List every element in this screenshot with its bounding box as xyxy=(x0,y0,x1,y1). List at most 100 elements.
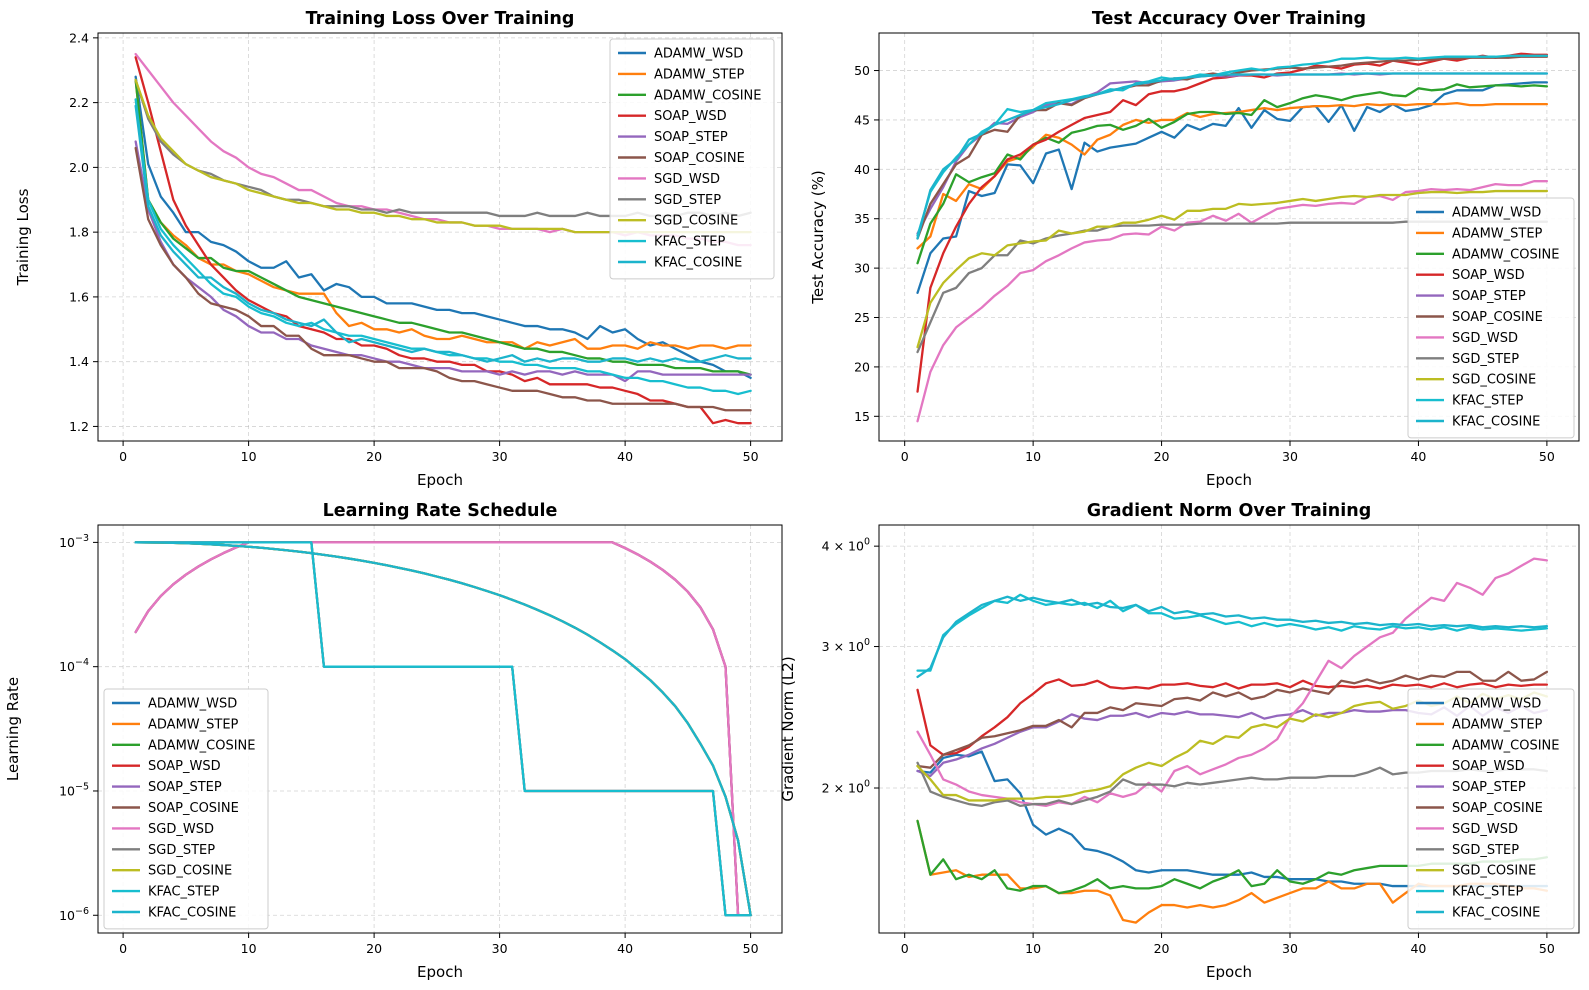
legend-label-kfac-step: KFAC_STEP xyxy=(148,885,219,900)
legend-label-soap-wsd: SOAP_WSD xyxy=(1452,759,1525,774)
x-axis-label: Epoch xyxy=(417,963,463,981)
x-axis-label: Epoch xyxy=(1206,471,1252,489)
axes-frame xyxy=(878,524,1580,934)
x-tick-label: 0 xyxy=(119,449,127,464)
series-line-adamw-cosine xyxy=(134,78,752,376)
x-tick-label: 10 xyxy=(1025,941,1041,956)
x-tick-label: 20 xyxy=(1154,449,1170,464)
y-tick-label: 10−4 xyxy=(59,657,89,674)
legend-label-sgd-wsd: SGD_WSD xyxy=(654,172,720,187)
legend-box xyxy=(103,688,269,930)
chart-panel-gradient-norm-over-training: 0 10 20 30 40 50 2 × 100 3 × 100 4 × 100 Gradient… xyxy=(779,501,1580,981)
axes-frame xyxy=(97,524,783,934)
legend-label-sgd-step: SGD_STEP xyxy=(1452,843,1519,858)
legend-label-adamw-cosine: ADAMW_COSINE xyxy=(148,738,255,753)
series-line-soap-wsd xyxy=(916,678,1549,756)
legend-label-sgd-cosine: SGD_COSINE xyxy=(1452,864,1536,879)
x-tick-label: 0 xyxy=(901,449,909,464)
y-tick-label: 20 xyxy=(854,359,870,374)
series-line-adamw-cosine xyxy=(916,83,1549,265)
legend-label-soap-step: SOAP_STEP xyxy=(148,780,222,795)
series-group xyxy=(134,541,752,917)
legend-label-soap-wsd: SOAP_WSD xyxy=(148,759,221,774)
legend-label-soap-cosine: SOAP_COSINE xyxy=(1452,310,1543,325)
legend-label-soap-step: SOAP_STEP xyxy=(1452,780,1526,795)
x-tick-label: 20 xyxy=(366,449,382,464)
y-tick-label: 3 × 100 xyxy=(822,637,870,654)
legend-label-soap-cosine: SOAP_COSINE xyxy=(654,151,745,166)
y-axis-label: Gradient Norm (L2) xyxy=(779,656,797,801)
legend-label-soap-wsd: SOAP_WSD xyxy=(654,109,727,124)
legend-label-kfac-cosine: KFAC_COSINE xyxy=(1452,415,1540,430)
y-tick-label: 30 xyxy=(854,261,870,276)
legend-label-kfac-cosine: KFAC_COSINE xyxy=(1452,906,1540,921)
y-tick-label: 50 xyxy=(854,63,870,78)
x-tick-label: 30 xyxy=(492,941,508,956)
x-tick-label: 0 xyxy=(901,941,909,956)
legend-label-adamw-cosine: ADAMW_COSINE xyxy=(1452,247,1559,262)
chart-title: Training Loss Over Training xyxy=(306,9,575,29)
legend-label-adamw-step: ADAMW_STEP xyxy=(654,67,745,82)
x-tick-label: 20 xyxy=(1154,941,1170,956)
x-axis-label: Epoch xyxy=(417,471,463,489)
x-tick-label: 10 xyxy=(241,941,257,956)
y-tick-label: 2 × 100 xyxy=(822,779,870,796)
series-line-soap-cosine xyxy=(916,670,1549,769)
series-line-kfac-cosine xyxy=(134,104,752,363)
axes-frame xyxy=(878,32,1580,442)
series-line-soap-step xyxy=(134,140,752,383)
legend-box xyxy=(1407,197,1575,439)
x-tick-label: 50 xyxy=(1539,449,1555,464)
y-axis-label: Training Loss xyxy=(14,188,32,286)
series-line-kfac-cosine xyxy=(916,72,1549,240)
y-axis-label: Test Accuracy (%) xyxy=(809,170,827,305)
y-tick-label: 1.4 xyxy=(69,354,89,369)
x-tick-label: 30 xyxy=(1282,941,1298,956)
y-tick-label: 2.0 xyxy=(69,160,89,175)
legend-label-sgd-wsd: SGD_WSD xyxy=(148,822,214,837)
x-tick-label: 50 xyxy=(743,449,759,464)
legend-label-adamw-wsd: ADAMW_WSD xyxy=(1452,206,1541,221)
series-line-kfac-step xyxy=(916,593,1549,672)
legend-label-adamw-step: ADAMW_STEP xyxy=(148,717,239,732)
y-tick-label: 2.2 xyxy=(69,95,89,110)
x-tick-label: 30 xyxy=(1282,449,1298,464)
chart-panel-test-accuracy-over-training: 0 10 20 30 40 50 15 20 25 30 35 40 45 50 Test Accuracy… xyxy=(809,9,1580,489)
x-tick-label: 20 xyxy=(366,941,382,956)
legend-label-adamw-cosine: ADAMW_COSINE xyxy=(654,88,761,103)
x-tick-label: 0 xyxy=(119,941,127,956)
series-line-kfac-step xyxy=(916,54,1549,237)
y-tick-label: 25 xyxy=(854,310,870,325)
series-line-adamw-wsd xyxy=(916,81,1549,294)
chart-title: Learning Rate Schedule xyxy=(323,501,558,521)
series-line-kfac-cosine xyxy=(134,541,752,917)
legend: ADAMW_WSD ADAMW_STEP ADAMW_COSINE SOAP_WSD S… xyxy=(1407,688,1575,930)
x-tick-label: 50 xyxy=(1539,941,1555,956)
legend-label-adamw-step: ADAMW_STEP xyxy=(1452,717,1543,732)
y-tick-label: 15 xyxy=(854,409,870,424)
y-tick-label: 10−5 xyxy=(59,781,89,798)
legend-label-sgd-wsd: SGD_WSD xyxy=(1452,822,1518,837)
legend-label-sgd-cosine: SGD_COSINE xyxy=(654,214,738,229)
y-tick-label: 4 × 100 xyxy=(822,537,870,554)
legend-label-kfac-cosine: KFAC_COSINE xyxy=(654,256,742,271)
legend-label-kfac-cosine: KFAC_COSINE xyxy=(148,906,236,921)
chart-panel-learning-rate-schedule: 0 10 20 30 40 50 10−6 10−5 10−4 10−3 Learning Rate… xyxy=(4,501,783,981)
legend-label-sgd-step: SGD_STEP xyxy=(148,843,215,858)
series-line-kfac-step xyxy=(134,541,752,917)
legend-label-sgd-cosine: SGD_COSINE xyxy=(1452,373,1536,388)
y-tick-label: 35 xyxy=(854,211,870,226)
legend-label-adamw-cosine: ADAMW_COSINE xyxy=(1452,738,1559,753)
x-tick-label: 40 xyxy=(617,449,633,464)
legend-box xyxy=(609,38,775,280)
legend-label-kfac-step: KFAC_STEP xyxy=(1452,885,1523,900)
y-tick-label: 40 xyxy=(854,162,870,177)
x-tick-label: 10 xyxy=(1025,449,1041,464)
x-tick-label: 30 xyxy=(492,449,508,464)
series-line-sgd-wsd xyxy=(916,180,1549,423)
series-line-sgd-cosine xyxy=(916,189,1549,349)
legend-box xyxy=(1407,688,1575,930)
chart-title: Gradient Norm Over Training xyxy=(1087,501,1372,521)
y-tick-label: 45 xyxy=(854,112,870,127)
